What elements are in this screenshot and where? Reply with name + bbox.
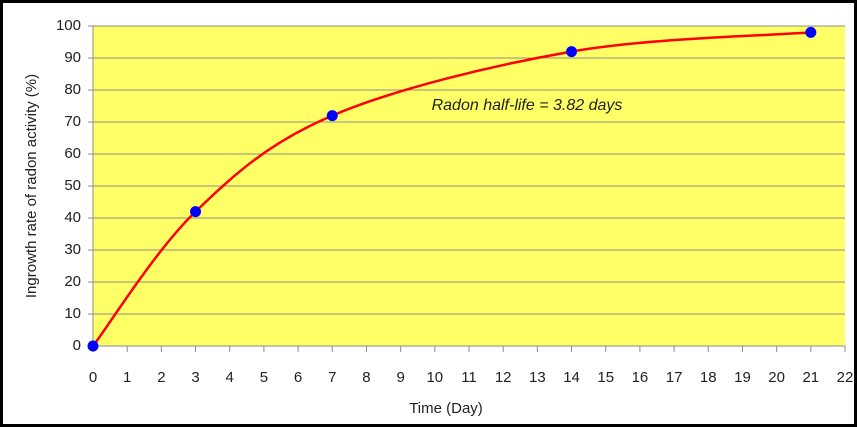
annotation: Radon half-life = 3.82 days — [432, 97, 623, 114]
y-tick-label: 40 — [64, 209, 81, 226]
x-tick-label: 19 — [734, 369, 751, 386]
x-tick-label: 2 — [157, 369, 165, 386]
x-axis-label: Time (Day) — [409, 400, 483, 417]
x-tick-label: 21 — [802, 369, 819, 386]
x-tick-label: 8 — [362, 369, 370, 386]
x-tick-label: 0 — [89, 369, 97, 386]
point — [87, 340, 99, 352]
y-tick-label: 0 — [73, 337, 81, 354]
x-tick-label: 11 — [461, 369, 477, 386]
x-tick-label: 16 — [632, 369, 649, 386]
point — [190, 206, 202, 218]
x-tick-label: 4 — [226, 369, 234, 386]
x-tick-label: 3 — [191, 369, 199, 386]
point — [566, 46, 578, 58]
y-tick-label: 70 — [64, 113, 81, 130]
x-tick-label: 20 — [768, 369, 785, 386]
y-tick-label: 60 — [64, 145, 81, 162]
x-tick-label: 7 — [328, 369, 336, 386]
x-tick-label: 5 — [260, 369, 268, 386]
x-tick-label: 14 — [563, 369, 580, 386]
curve — [92, 31, 811, 347]
x-tick-label: 10 — [426, 369, 443, 386]
x-tick-label: 1 — [123, 369, 131, 386]
y-tick-label: 50 — [64, 177, 81, 194]
x-tick-label: 6 — [294, 369, 302, 386]
x-tick-label: 13 — [529, 369, 546, 386]
y-tick-label: 80 — [64, 81, 81, 98]
y-tick-label: 10 — [64, 305, 81, 322]
y-tick-label: 100 — [56, 17, 81, 34]
x-tick-label: 9 — [396, 369, 404, 386]
x-tick-label: 22 — [837, 369, 854, 386]
point — [805, 26, 817, 38]
y-tick-label: 90 — [64, 49, 81, 66]
y-tick-label: 30 — [64, 241, 81, 258]
y-axis-label: Ingrowth rate of radon activity (%) — [23, 74, 40, 298]
x-tick-label: 17 — [666, 369, 683, 386]
x-tick-label: 18 — [700, 369, 717, 386]
x-tick-label: 12 — [495, 369, 512, 386]
point — [326, 110, 338, 122]
y-tick-label: 20 — [64, 273, 81, 290]
x-tick-label: 15 — [597, 369, 614, 386]
